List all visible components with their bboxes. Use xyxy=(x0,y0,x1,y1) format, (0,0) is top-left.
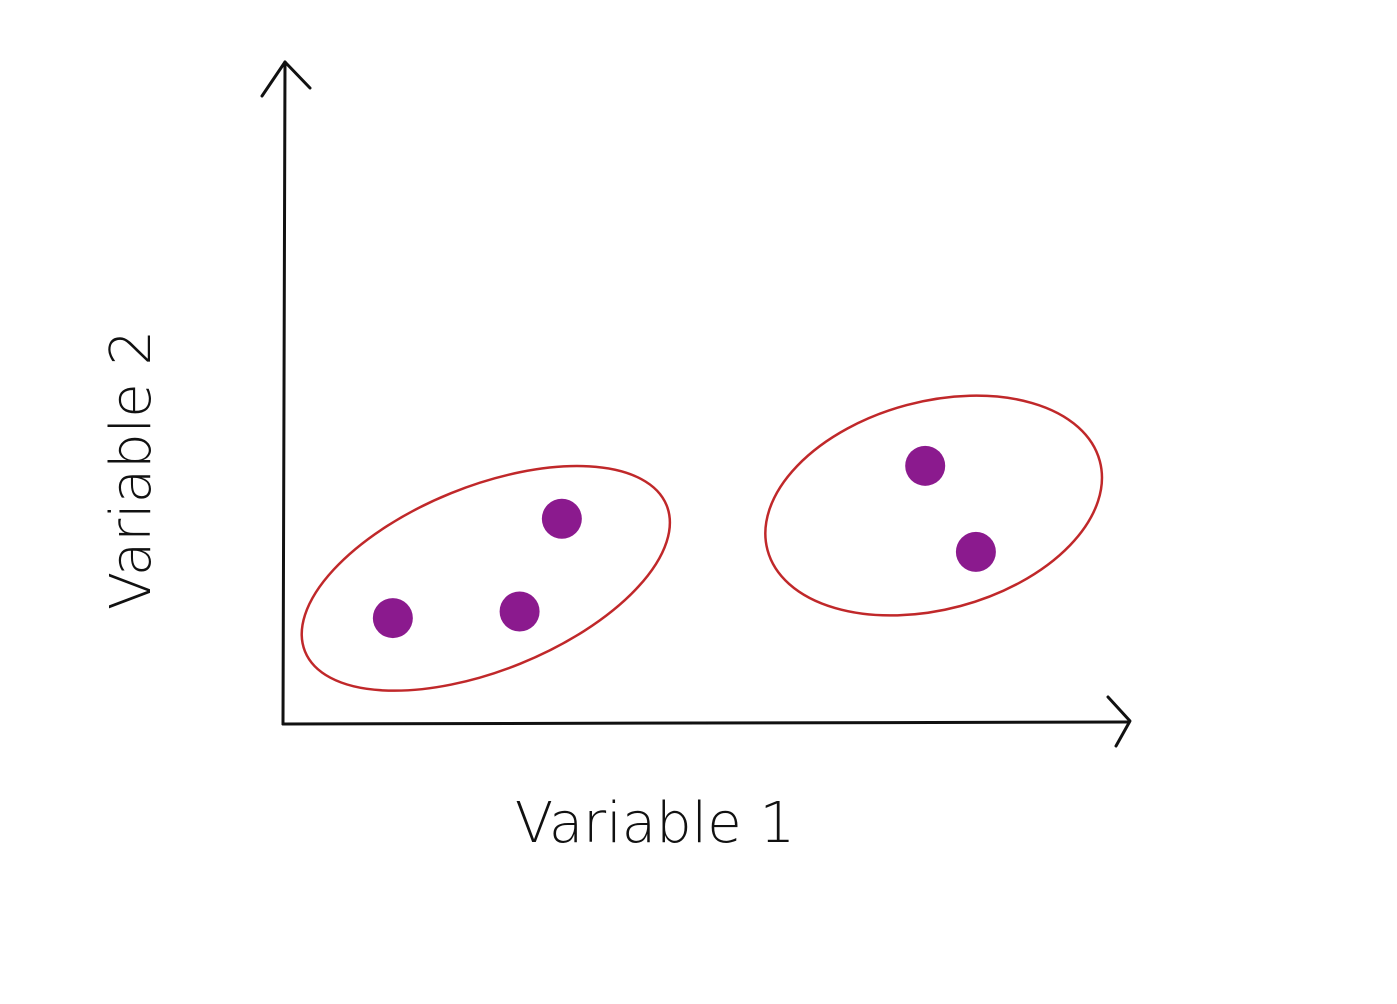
x-axis-arrowhead xyxy=(1106,695,1132,748)
data-point-5 xyxy=(955,531,996,572)
x-axis-line xyxy=(281,720,1130,726)
data-point-2 xyxy=(499,591,540,632)
cluster-ellipse-1 xyxy=(300,464,672,692)
cluster-ellipse-2 xyxy=(764,394,1104,617)
data-point-3 xyxy=(541,498,582,539)
cluster-outlines xyxy=(300,394,1104,692)
axes xyxy=(260,60,1132,748)
y-axis-label: Variable 2 xyxy=(99,330,164,610)
x-axis-label: Variable 1 xyxy=(515,791,795,856)
data-points xyxy=(372,445,996,639)
y-axis-arrowhead xyxy=(260,60,312,98)
data-point-4 xyxy=(905,445,946,486)
y-axis-line xyxy=(281,60,287,726)
data-point-1 xyxy=(372,598,413,639)
